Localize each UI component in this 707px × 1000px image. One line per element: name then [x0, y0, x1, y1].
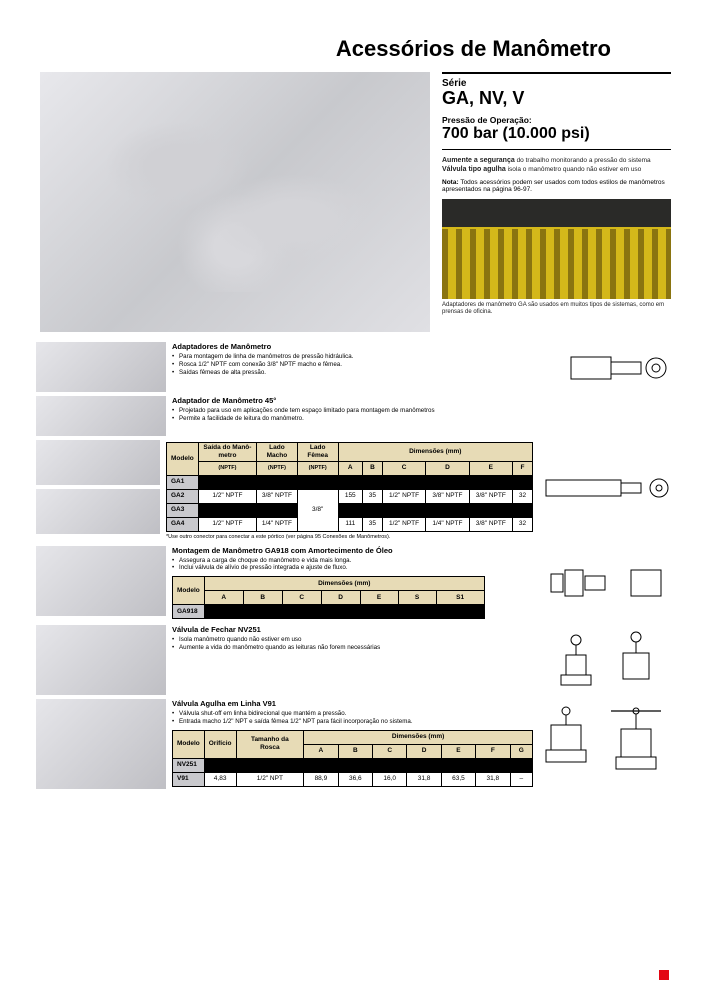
diagram-adapter: [541, 342, 671, 392]
thumb-ga45: [36, 396, 166, 436]
table-row: GA21/2" NPTF3/8" NPTF3/8"155351/2" NPTF3…: [167, 489, 533, 503]
sec-ga45-bullets: Projetado para uso em aplicações onde te…: [172, 407, 671, 423]
sec-v91-bullets: Válvula shut-off em linha bidirecional q…: [172, 710, 533, 726]
sec-ga45-title: Adaptador de Manômetro 45°: [172, 396, 671, 405]
table-valve: ModeloOrifícioTamanho da RoscaDimensões …: [172, 730, 533, 787]
thumb-ga-adapter: [36, 342, 166, 392]
thumb-ga918: [36, 546, 166, 616]
diagram-v91: [541, 699, 671, 789]
note-text: Nota: Todos acessórios podem ser usados …: [442, 179, 671, 193]
table-row: V914,831/2" NPT88,936,616,031,863,531,8–: [173, 772, 533, 786]
ga-footnote: *Use outro conector para conectar a este…: [166, 534, 533, 540]
diagram-ga-long: [541, 440, 671, 534]
hero-product-image: [40, 72, 430, 332]
table-row: GA3: [167, 503, 533, 517]
series-box: Série GA, NV, V Pressão de Operação: 700…: [442, 72, 671, 150]
table-row: GA1: [167, 475, 533, 489]
page-title: Acessórios de Manômetro: [36, 36, 671, 62]
sec-ga918-bullets: Assegura a carga de choque do manômetro …: [172, 557, 533, 573]
sec-adapt-bullets: Para montagem de linha de manômetros de …: [172, 353, 533, 376]
sec-adapt-title: Adaptadores de Manômetro: [172, 342, 533, 351]
thumb-v91: [36, 699, 166, 789]
diagram-nv251: [541, 625, 671, 695]
pressure-value: 700 bar (10.000 psi): [442, 125, 671, 143]
table-ga: Modelo Saída do Manô-metro Lado Macho La…: [166, 442, 533, 532]
series-name: GA, NV, V: [442, 89, 671, 109]
table-row: GA918: [173, 605, 485, 619]
sec-ga918-title: Montagem de Manômetro GA918 com Amorteci…: [172, 546, 533, 555]
sec-valve-bullets: Isola manômetro quando não estiver em us…: [172, 636, 533, 652]
pressure-label: Pressão de Operação:: [442, 115, 671, 125]
page-badge-icon: [659, 970, 669, 980]
table-ga918: ModeloDimensões (mm) ABCDESS1 GA918: [172, 576, 485, 619]
table-row: NV251: [173, 758, 533, 772]
thumb-ga3: [36, 489, 160, 534]
thumb-nv251: [36, 625, 166, 695]
table-row: GA41/2" NPTF1/4" NPTF111351/2" NPTF1/4" …: [167, 517, 533, 531]
sec-v91-title: Válvula Agulha em Linha V91: [172, 699, 533, 708]
sec-valve-title: Válvula de Fechar NV251: [172, 625, 533, 634]
photo-caption: Adaptadores de manômetro GA são usados e…: [442, 302, 671, 317]
info-text: Aumente a segurança do trabalho monitora…: [442, 156, 671, 175]
thumb-ga2: [36, 440, 160, 485]
application-photo: [442, 199, 671, 299]
diagram-ga918: [541, 546, 671, 616]
